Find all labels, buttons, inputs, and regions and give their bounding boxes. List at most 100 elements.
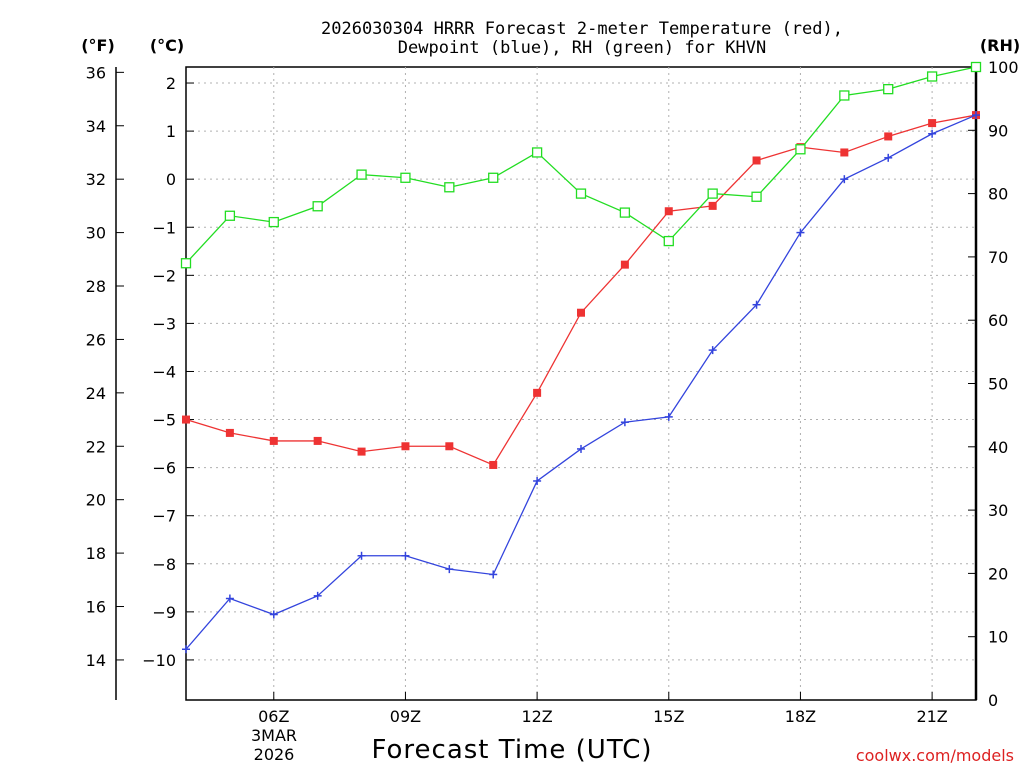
temperature-point bbox=[533, 388, 542, 397]
chart-title-line2: Dewpoint (blue), RH (green) for KHVN bbox=[398, 38, 766, 58]
dewpoint-point bbox=[928, 129, 937, 138]
fahrenheit-tick-label: 18 bbox=[86, 544, 106, 563]
celsius-tick-label: −3 bbox=[152, 314, 176, 333]
dewpoint-point bbox=[620, 418, 629, 427]
dewpoint-point bbox=[489, 570, 498, 579]
relative-humidity-point bbox=[575, 188, 587, 199]
relative-humidity-point bbox=[707, 188, 718, 199]
relative-humidity-point bbox=[180, 258, 192, 269]
celsius-tick-label: −2 bbox=[152, 266, 176, 285]
celsius-tick-label: −1 bbox=[152, 218, 176, 237]
celsius-tick-label: −8 bbox=[152, 555, 176, 574]
x-tick-label: 15Z bbox=[653, 707, 684, 726]
dewpoint-point bbox=[225, 594, 234, 603]
dewpoint-point bbox=[313, 591, 322, 600]
temperature-point bbox=[928, 119, 937, 128]
fahrenheit-tick-label: 28 bbox=[86, 277, 106, 296]
x-axis-label: Forecast Time (UTC) bbox=[371, 735, 652, 765]
temperature-point bbox=[577, 308, 585, 317]
dewpoint-point bbox=[357, 551, 366, 560]
x-tick-label: 09Z bbox=[390, 707, 421, 726]
rh-unit-label: (RH) bbox=[980, 36, 1020, 55]
relative-humidity-point bbox=[400, 172, 411, 183]
rh-tick-label: 0 bbox=[988, 691, 998, 710]
relative-humidity-point bbox=[663, 235, 674, 247]
celsius-tick-label: 0 bbox=[166, 170, 176, 189]
dewpoint-point bbox=[708, 346, 717, 355]
relative-humidity-point bbox=[268, 216, 279, 228]
date-year-label: 2026 bbox=[254, 745, 295, 764]
dewpoint-point bbox=[972, 111, 980, 120]
dewpoint-point bbox=[445, 565, 454, 574]
dewpoint-point bbox=[269, 610, 278, 619]
temperature-point bbox=[708, 201, 717, 210]
celsius-tick-label: 2 bbox=[166, 74, 176, 93]
fahrenheit-tick-label: 24 bbox=[86, 384, 106, 403]
celsius-tick-label: −4 bbox=[152, 362, 176, 381]
rh-tick-label: 20 bbox=[988, 564, 1008, 583]
temperature-point bbox=[620, 260, 629, 269]
temperature-point bbox=[313, 436, 322, 445]
grid-lines bbox=[186, 67, 976, 700]
celsius-tick-label: 1 bbox=[166, 122, 176, 141]
temperature-line bbox=[185, 114, 977, 466]
dewpoint-point bbox=[577, 444, 585, 453]
relative-humidity-point bbox=[926, 71, 938, 82]
relative-humidity-point bbox=[312, 201, 323, 212]
rh-tick-label: 30 bbox=[988, 501, 1008, 520]
temperature-point bbox=[182, 415, 190, 424]
fahrenheit-tick-label: 16 bbox=[86, 598, 106, 617]
rh-tick-label: 40 bbox=[988, 438, 1008, 457]
temperature-point bbox=[884, 132, 893, 141]
temperature-point bbox=[489, 460, 498, 469]
rh-tick-label: 70 bbox=[988, 248, 1008, 267]
dewpoint-point bbox=[182, 645, 190, 654]
relative-humidity-point bbox=[444, 182, 455, 193]
temperature-point bbox=[840, 148, 849, 157]
x-tick-label: 06Z bbox=[258, 707, 289, 726]
rh-tick-label: 100 bbox=[988, 58, 1019, 77]
temperature-point bbox=[357, 447, 366, 456]
fahrenheit-tick-label: 36 bbox=[86, 63, 106, 82]
dewpoint-point bbox=[884, 153, 893, 162]
fahrenheit-tick-label: 14 bbox=[86, 651, 106, 670]
fahrenheit-tick-label: 20 bbox=[86, 491, 106, 510]
dewpoint-point bbox=[533, 476, 542, 485]
date-day-label: 3MAR bbox=[251, 726, 297, 745]
relative-humidity-line bbox=[185, 66, 977, 264]
fahrenheit-unit-label: (°F) bbox=[81, 36, 115, 55]
axis-ticks: 06Z 09Z 12Z 15Z 18Z 21Z−10−9−8−7−6−5−4−3−2−10… bbox=[86, 58, 1019, 726]
chart-title-line1: 2026030304 HRRR Forecast 2-meter Tempera… bbox=[321, 19, 843, 39]
relative-humidity-point bbox=[488, 172, 499, 183]
temperature-point bbox=[225, 428, 234, 437]
x-tick-label: 18Z bbox=[785, 707, 816, 726]
temperature-point bbox=[445, 442, 454, 451]
relative-humidity-point bbox=[751, 191, 762, 202]
celsius-unit-label: (°C) bbox=[150, 36, 184, 55]
fahrenheit-tick-label: 26 bbox=[86, 330, 106, 349]
relative-humidity-point bbox=[619, 207, 631, 218]
fahrenheit-tick-label: 34 bbox=[86, 117, 106, 136]
rh-tick-label: 80 bbox=[988, 185, 1008, 204]
relative-humidity-point bbox=[795, 144, 806, 155]
celsius-tick-label: −6 bbox=[152, 459, 176, 478]
plot-frame bbox=[185, 66, 977, 701]
rh-tick-label: 60 bbox=[988, 311, 1008, 330]
dewpoint-point bbox=[796, 228, 805, 237]
dewpoint-point bbox=[401, 551, 410, 560]
dewpoint-point bbox=[752, 300, 761, 309]
celsius-tick-label: −5 bbox=[152, 411, 176, 430]
celsius-tick-label: −10 bbox=[142, 651, 176, 670]
temperature-point bbox=[752, 156, 761, 165]
relative-humidity-point bbox=[356, 169, 367, 180]
dewpoint-point bbox=[840, 175, 849, 184]
temperature-point bbox=[664, 207, 673, 216]
dewpoint-point bbox=[664, 412, 673, 421]
fahrenheit-tick-label: 32 bbox=[86, 170, 106, 189]
relative-humidity-point bbox=[970, 61, 982, 73]
celsius-tick-label: −7 bbox=[152, 507, 176, 526]
credit-link[interactable]: coolwx.com/models bbox=[856, 746, 1014, 765]
temperature-point bbox=[401, 442, 410, 451]
relative-humidity-point bbox=[224, 210, 236, 221]
